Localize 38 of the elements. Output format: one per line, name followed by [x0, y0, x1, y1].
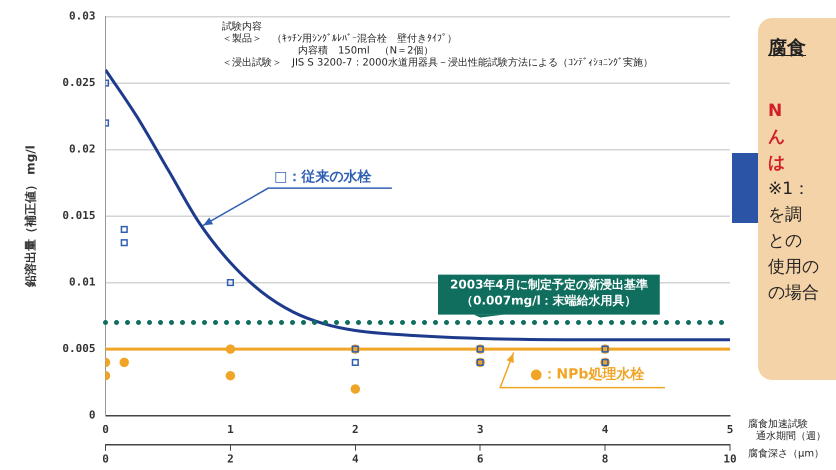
y-axis-title: 鉛溶出量（補正値） mg/l [23, 145, 38, 288]
y-tick-label: 0.015 [62, 208, 96, 222]
x2-tick-label: 8 [602, 452, 608, 466]
ref-line-label: 2003年4月に制定予定の新浸出基準（0.007mg/l：末端給水用具） [450, 278, 648, 308]
annotation: 内容積 150ml （N＝2個） [298, 44, 434, 57]
text: を調 [768, 204, 803, 227]
text: N [768, 100, 784, 123]
y-tick-label: 0.005 [62, 342, 96, 355]
text: との [768, 230, 803, 253]
x-tick-label: 1 [227, 423, 234, 436]
x-tick-label: 0 [102, 423, 109, 436]
y-tick-label: 0.025 [62, 76, 96, 89]
y-tick-label: 0.02 [69, 142, 96, 156]
annotation: 試験内容 [222, 20, 262, 33]
text: 使用の [768, 256, 820, 279]
x2-tick-label: 10 [723, 452, 737, 466]
text: 腐食 [768, 36, 807, 61]
text: は [768, 152, 786, 175]
x-tick-label: 5 [726, 423, 734, 436]
x-tick-label: 3 [476, 423, 484, 436]
x2-tick-label: 4 [352, 452, 359, 466]
x-axis-title: 腐食加速試験通水期間（週） [748, 418, 826, 442]
text: □：従来の水栓 [274, 168, 372, 185]
text: ん [768, 126, 786, 149]
x2-axis-title: 腐食深さ（μm） [748, 447, 824, 460]
x-tick-label: 4 [602, 423, 609, 436]
text: ※1： [768, 178, 812, 201]
text: の場合 [768, 282, 820, 305]
x2-tick-label: 2 [227, 452, 234, 466]
x2-tick-label: 0 [102, 452, 109, 466]
y-tick-label: 0.03 [69, 9, 96, 22]
series-label: ●：NPb処理水栓 [530, 366, 646, 382]
annotation: ＜製品＞ （ｷｯﾁﾝ用ｼﾝｸﾞﾙﾚﾊﾞｰ混合栓 壁付きﾀｲﾌﾟ） [222, 32, 457, 45]
annotation: ＜浸出試験＞ JIS S 3200-7：2000水道用器具－浸出性能試験方法による（ｺﾝﾃﾞｨｼｮﾆﾝｸﾞ実施） [222, 56, 653, 69]
x-tick-label: 2 [352, 423, 359, 436]
y-tick-label: 0.01 [69, 275, 96, 288]
x2-tick-label: 6 [476, 452, 484, 466]
y-tick-label: 0 [88, 408, 96, 422]
